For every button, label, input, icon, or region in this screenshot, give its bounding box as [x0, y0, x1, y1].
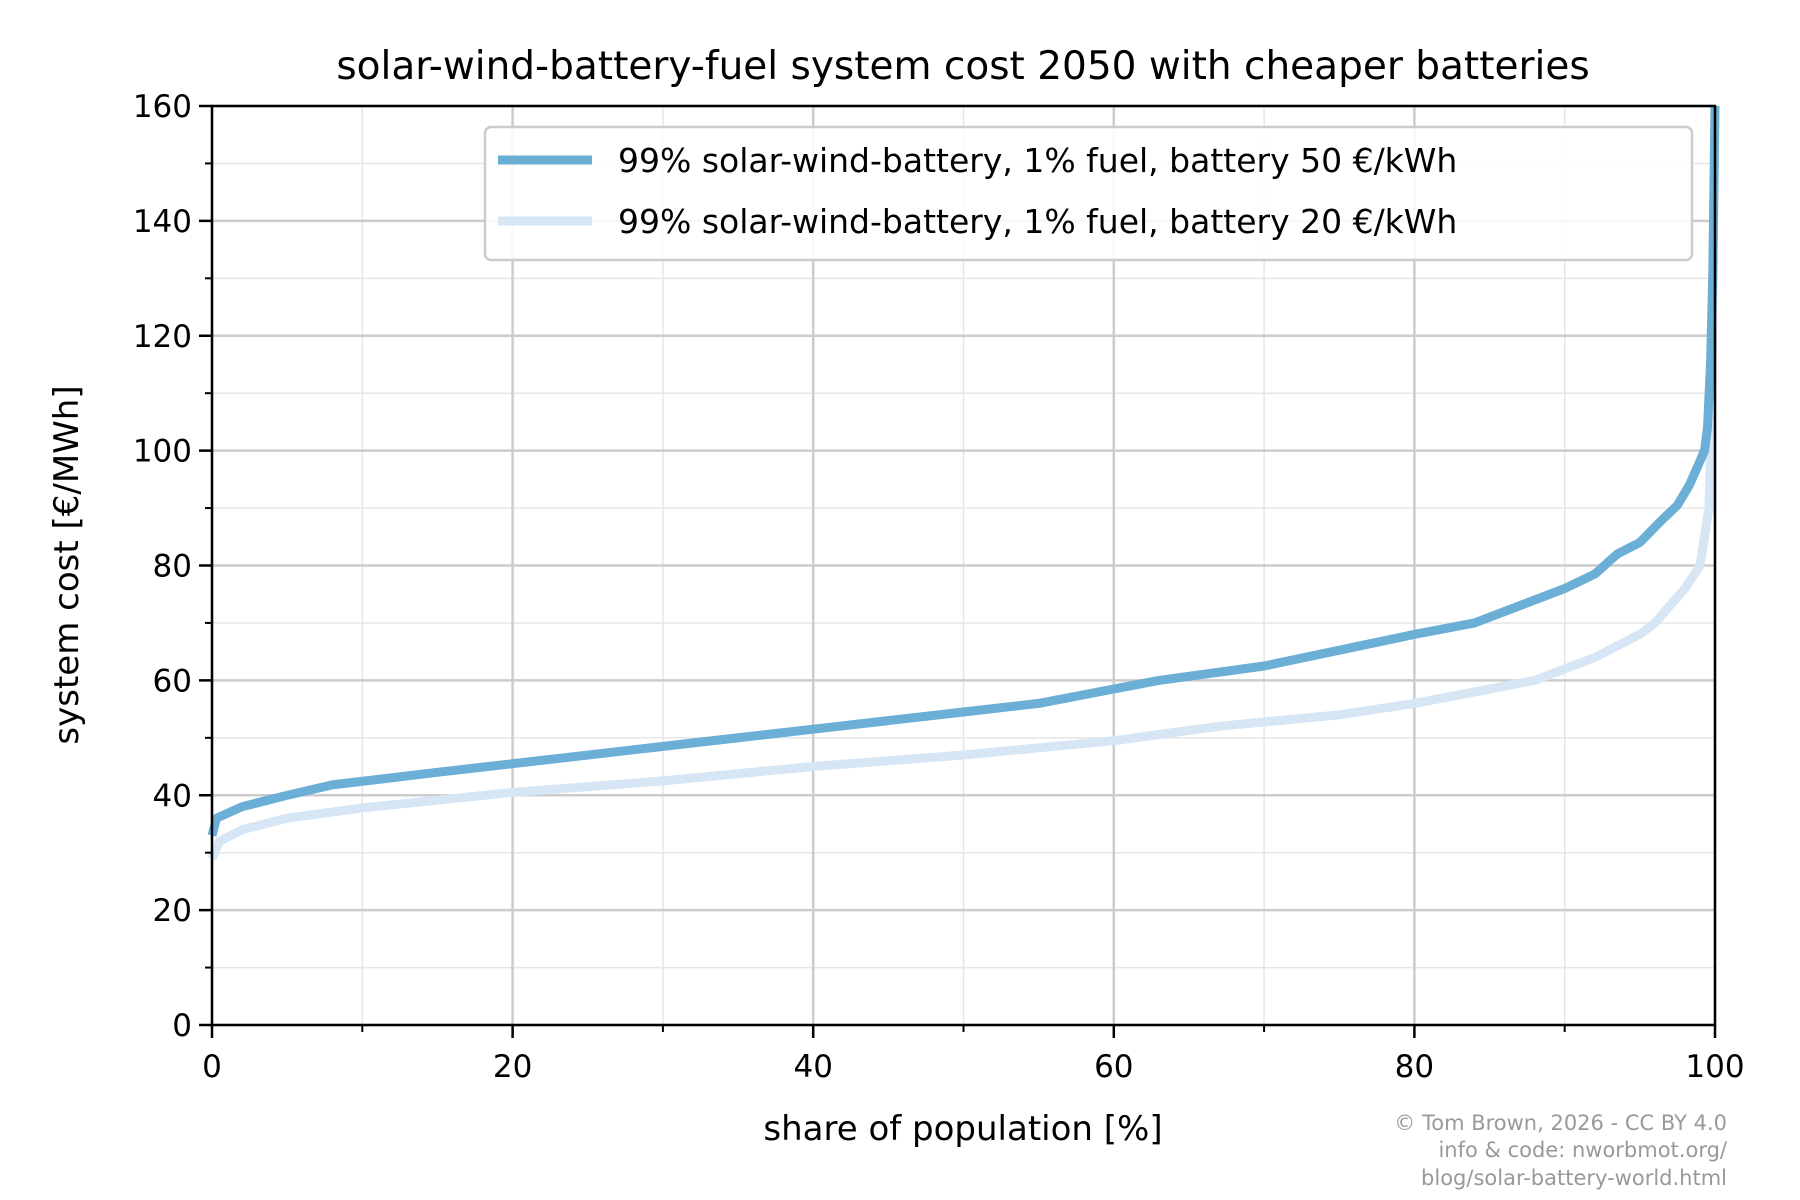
legend: 99% solar-wind-battery, 1% fuel, battery… — [483, 125, 1694, 262]
y-tick-label: 40 — [153, 778, 192, 814]
x-axis-label: share of population [%] — [763, 1109, 1162, 1149]
ticks: 0 20 40 60 80 100 0 20 40 60 80 100 120 140 160 — [133, 89, 1745, 1085]
legend-box — [483, 125, 1694, 262]
x-tick-label: 40 — [793, 1049, 832, 1085]
credit-line-1: © Tom Brown, 2026 - CC BY 4.0 — [1394, 1111, 1727, 1135]
y-tick-label: 80 — [153, 549, 192, 585]
series-group — [207, 105, 1720, 861]
credit-line-3: blog/solar-battery-world.html — [1421, 1166, 1727, 1190]
x-tick-label: 80 — [1395, 1049, 1434, 1085]
y-tick-label: 20 — [153, 893, 192, 929]
legend-label-20: 99% solar-wind-battery, 1% fuel, battery… — [618, 202, 1457, 241]
y-tick-label: 100 — [133, 434, 192, 470]
x-tick-label: 60 — [1094, 1049, 1133, 1085]
y-tick-label: 160 — [133, 89, 192, 125]
y-axis-label: system cost [€/MWh] — [47, 385, 87, 744]
x-tick-label: 0 — [202, 1049, 222, 1085]
x-tick-label: 100 — [1685, 1049, 1744, 1085]
series-line-0 — [207, 105, 1720, 837]
legend-label-50: 99% solar-wind-battery, 1% fuel, battery… — [618, 141, 1457, 180]
credit-line-2: info & code: nworbmot.org/ — [1438, 1138, 1727, 1162]
y-tick-label: 0 — [172, 1008, 192, 1044]
y-tick-label: 140 — [133, 204, 192, 240]
y-tick-label: 60 — [153, 663, 192, 699]
y-tick-label: 120 — [133, 319, 192, 355]
chart-title: solar-wind-battery-fuel system cost 2050… — [336, 44, 1589, 89]
series-line-1 — [207, 105, 1720, 861]
credit: © Tom Brown, 2026 - CC BY 4.0 info & cod… — [1394, 1111, 1728, 1190]
x-tick-label: 20 — [493, 1049, 532, 1085]
